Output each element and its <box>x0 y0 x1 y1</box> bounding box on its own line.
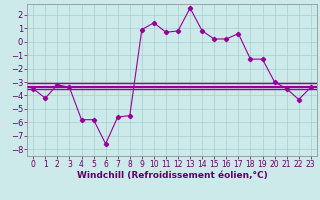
X-axis label: Windchill (Refroidissement éolien,°C): Windchill (Refroidissement éolien,°C) <box>76 171 268 180</box>
